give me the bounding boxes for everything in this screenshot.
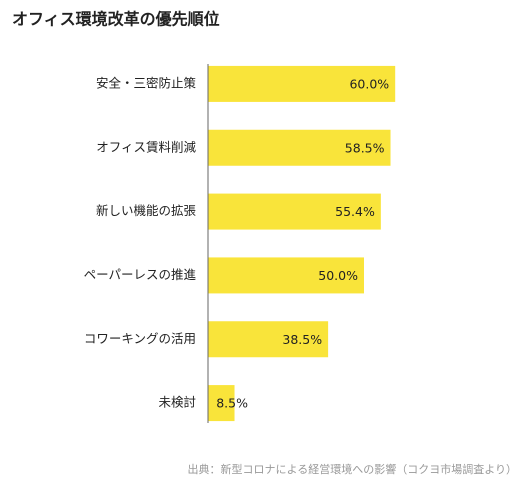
value-label: 55.4% <box>335 204 375 219</box>
bar <box>208 257 364 294</box>
bar <box>208 193 381 230</box>
y-tick-label: 未検討 <box>158 395 196 410</box>
value-label: 50.0% <box>318 268 358 283</box>
y-tick-label: ペーパーレスの推進 <box>84 267 197 282</box>
bar <box>208 321 329 358</box>
value-label: 60.0% <box>349 76 389 91</box>
y-tick-label: コワーキングの活用 <box>84 331 196 346</box>
value-label: 58.5% <box>345 140 385 155</box>
chart-title: オフィス環境改革の優先順位 <box>12 10 220 29</box>
bar <box>208 129 391 166</box>
source-note: 出典：新型コロナによる経営環境への影響（コクヨ市場調査より） <box>188 462 517 476</box>
bar <box>208 385 235 422</box>
value-label: 38.5% <box>282 332 322 347</box>
y-tick-label: 新しい機能の拡張 <box>96 203 197 218</box>
bar <box>208 65 396 102</box>
y-tick-label: 安全・三密防止策 <box>96 75 197 90</box>
y-tick-label: オフィス賃料削減 <box>96 139 196 154</box>
value-label: 8.5% <box>216 396 248 411</box>
